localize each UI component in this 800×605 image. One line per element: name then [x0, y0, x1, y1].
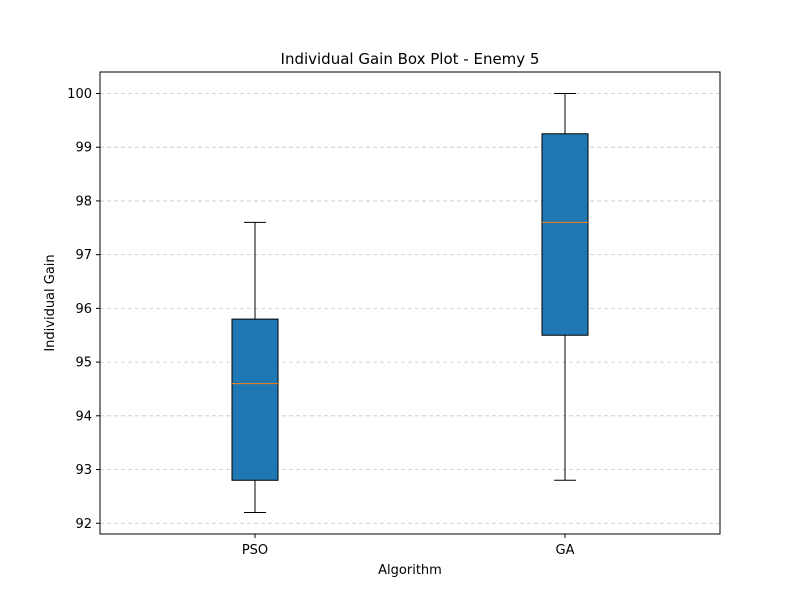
- y-tick-label: 100: [67, 87, 92, 102]
- y-tick-label: 93: [75, 463, 92, 478]
- y-tick-label: 95: [75, 356, 92, 371]
- boxes-layer: [231, 92, 589, 514]
- y-tick-label: 92: [75, 517, 92, 532]
- x-tick-label: PSO: [242, 543, 268, 558]
- plot-frame: [99, 71, 721, 535]
- y-tick-label: 98: [75, 194, 92, 209]
- x-axis-label: Algorithm: [378, 563, 442, 578]
- grid-lines: [100, 93, 720, 524]
- y-tick-label: 94: [75, 409, 92, 424]
- y-tick-label: 99: [75, 141, 92, 156]
- chart-title: Individual Gain Box Plot - Enemy 5: [281, 50, 540, 68]
- box-ga: [541, 133, 589, 336]
- y-axis-label: Individual Gain: [43, 254, 58, 351]
- y-tick-label: 96: [75, 302, 92, 317]
- x-axis-ticks: PSO GA: [242, 534, 575, 558]
- x-tick-label: GA: [556, 543, 575, 558]
- box-pso: [231, 318, 279, 481]
- y-axis-ticks: 92 93 94 95 96 97 98 99 100: [67, 87, 100, 532]
- y-tick-label: 97: [75, 248, 92, 263]
